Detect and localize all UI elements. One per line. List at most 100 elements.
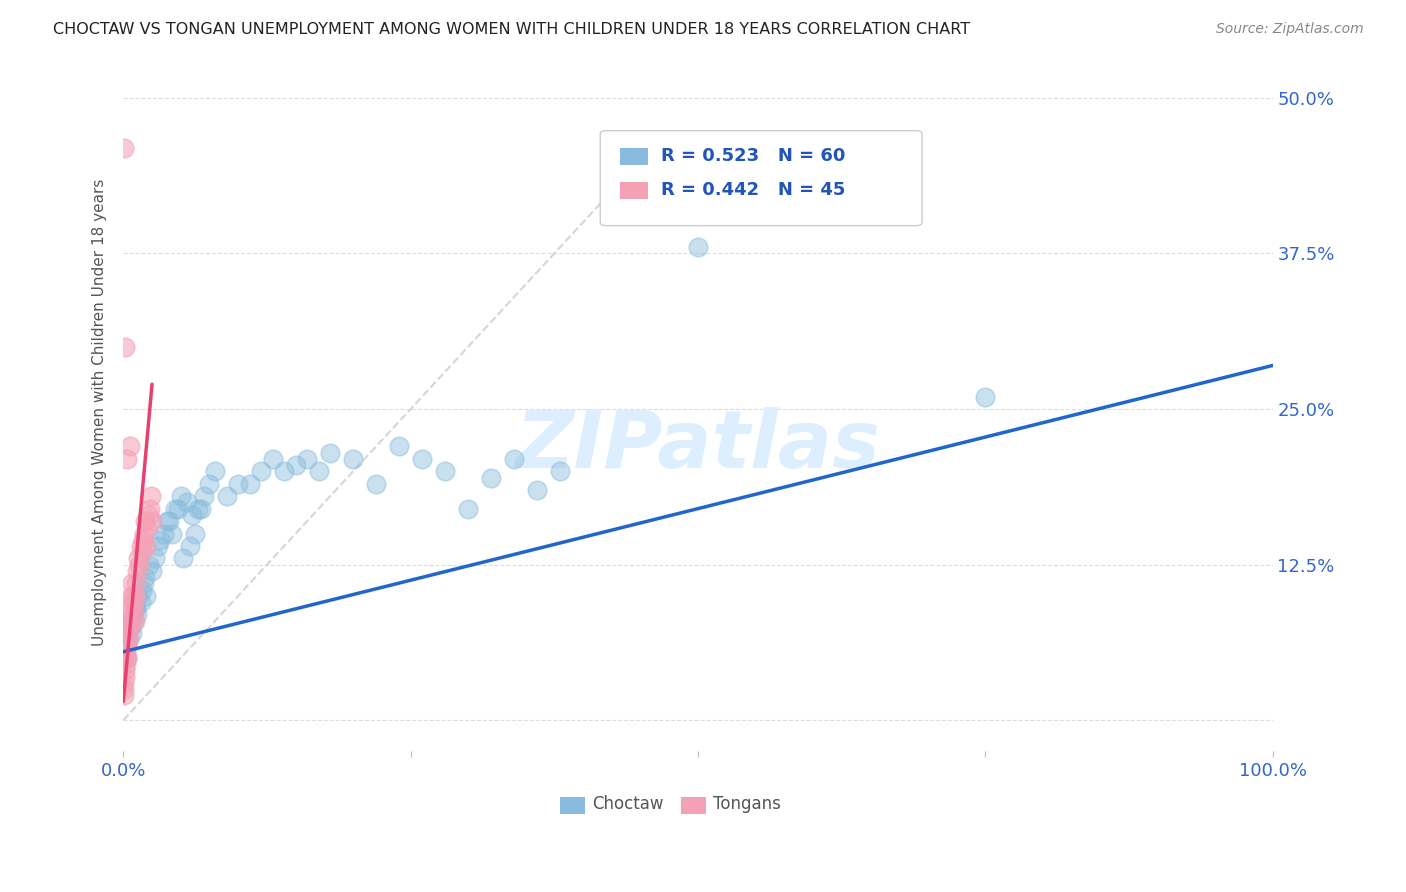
Point (122, 595, 145, 609)
Point (503, 451, 526, 466)
Point (134, 570, 156, 584)
Point (146, 539, 169, 553)
Point (114, 340, 136, 354)
Point (131, 545, 153, 559)
Point (124, 589, 146, 603)
Point (121, 626, 143, 640)
FancyBboxPatch shape (620, 148, 648, 165)
Point (190, 501, 212, 516)
Point (366, 476, 388, 491)
Point (135, 589, 157, 603)
Point (114, 682, 136, 697)
FancyBboxPatch shape (600, 130, 922, 226)
Point (132, 533, 155, 547)
Point (118, 439, 141, 453)
Point (122, 589, 145, 603)
Point (163, 501, 186, 516)
Point (193, 489, 215, 503)
Point (548, 464, 571, 478)
Point (118, 620, 141, 634)
Point (112, 141, 135, 155)
Point (127, 551, 149, 566)
Point (686, 240, 709, 254)
Point (239, 476, 262, 491)
Point (127, 607, 149, 622)
Point (176, 495, 198, 509)
Point (117, 651, 139, 665)
FancyBboxPatch shape (620, 182, 648, 199)
Point (149, 533, 172, 547)
Point (115, 639, 138, 653)
Point (136, 520, 159, 534)
Point (114, 657, 136, 672)
Point (129, 595, 152, 609)
Point (115, 651, 138, 665)
Point (114, 651, 136, 665)
Point (198, 476, 221, 491)
Text: CHOCTAW VS TONGAN UNEMPLOYMENT AMONG WOMEN WITH CHILDREN UNDER 18 YEARS CORRELAT: CHOCTAW VS TONGAN UNEMPLOYMENT AMONG WOM… (53, 22, 970, 37)
Point (167, 501, 190, 516)
Point (308, 464, 330, 478)
Y-axis label: Unemployment Among Women with Children Under 18 years: Unemployment Among Women with Children U… (93, 178, 107, 646)
Point (284, 458, 307, 472)
Point (117, 620, 139, 634)
Point (120, 614, 142, 628)
Point (342, 451, 364, 466)
Point (124, 614, 146, 628)
Point (120, 589, 142, 603)
Point (434, 464, 457, 478)
FancyBboxPatch shape (681, 797, 706, 814)
Point (120, 614, 142, 628)
Point (122, 607, 145, 622)
Point (128, 558, 150, 572)
Point (120, 620, 142, 634)
Point (170, 489, 193, 503)
Point (114, 639, 136, 653)
Point (132, 526, 155, 541)
Point (179, 539, 201, 553)
Point (204, 464, 226, 478)
Point (124, 601, 146, 615)
Text: R = 0.442   N = 45: R = 0.442 N = 45 (661, 181, 845, 199)
Point (974, 390, 997, 404)
FancyBboxPatch shape (560, 797, 585, 814)
Point (156, 514, 179, 528)
Point (157, 514, 180, 528)
Point (127, 589, 149, 603)
Point (226, 476, 249, 491)
Point (120, 601, 142, 615)
Point (141, 514, 163, 528)
Point (129, 539, 152, 553)
Point (115, 451, 138, 466)
Text: R = 0.523   N = 60: R = 0.523 N = 60 (661, 147, 845, 165)
Point (181, 508, 204, 522)
Point (215, 489, 238, 503)
Text: Tongans: Tongans (713, 795, 780, 813)
Point (121, 576, 143, 591)
Point (152, 526, 174, 541)
Point (135, 539, 157, 553)
Text: Choctaw: Choctaw (592, 795, 664, 813)
Point (118, 614, 141, 628)
Point (125, 601, 148, 615)
Point (127, 564, 149, 578)
Point (114, 670, 136, 684)
Point (141, 564, 163, 578)
Point (138, 501, 160, 516)
Point (526, 483, 548, 497)
Point (139, 489, 162, 503)
Point (319, 445, 342, 459)
Point (134, 514, 156, 528)
Point (112, 689, 135, 703)
Point (121, 601, 143, 615)
Point (131, 582, 153, 597)
Point (125, 576, 148, 591)
Point (118, 632, 141, 647)
Point (273, 464, 295, 478)
Point (145, 551, 167, 566)
Point (250, 464, 273, 478)
Point (183, 526, 205, 541)
Point (457, 501, 479, 516)
Point (138, 508, 160, 522)
Point (115, 626, 138, 640)
